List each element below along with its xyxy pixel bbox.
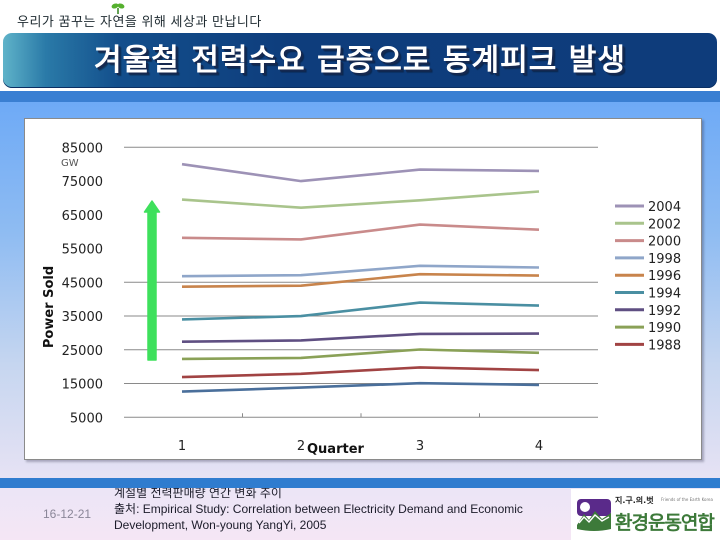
y-tick-label: 15000	[62, 378, 103, 393]
green-up-arrow-icon	[143, 200, 161, 361]
x-tick-label: 4	[535, 439, 543, 454]
legend-item: 1992	[615, 304, 681, 319]
series-line-1996	[181, 272, 540, 288]
legend-label: 1994	[648, 287, 681, 302]
header-divider-band	[0, 91, 720, 102]
y-axis-title: Power Sold	[42, 266, 57, 348]
legend-label: 1992	[648, 304, 681, 319]
x-tick-label: 3	[416, 439, 424, 454]
logo-main-text: 환경운동연합	[615, 512, 715, 534]
logo-top-text: 지.구.의.벗	[615, 496, 654, 505]
logo-english-text: Friends of the Earth Korea	[661, 497, 713, 502]
legend-item: 1996	[615, 269, 681, 284]
legend-item: 2004	[615, 200, 681, 215]
legend-label: 1996	[648, 269, 681, 284]
page-title: 겨울철 전력수요 급증으로 동계피크 발생	[94, 43, 626, 78]
legend-item: 1990	[615, 321, 681, 336]
legend-item: 1988	[615, 338, 681, 353]
legend-label: 2004	[648, 200, 681, 215]
y-unit-label: GW	[61, 158, 79, 169]
legend-label: 1988	[648, 338, 681, 353]
legend-item: 2002	[615, 217, 681, 232]
y-tick-label: 35000	[62, 310, 103, 325]
y-tick-label: 55000	[62, 243, 103, 258]
source-caption: 계절별 전력판매량 연간 변화 추이 출처: Empirical Study: …	[114, 485, 523, 533]
slide-date: 16-12-21	[43, 507, 92, 521]
y-tick-label: 65000	[62, 209, 103, 224]
mountain-logo-icon	[577, 499, 611, 531]
organization-logo: 지.구.의.벗 Friends of the Earth Korea 환경운동연…	[571, 489, 720, 540]
series-line-2002	[181, 190, 540, 209]
legend-item: 1994	[615, 287, 681, 302]
x-tick-label: 1	[178, 439, 186, 454]
series-line-1990	[181, 348, 540, 361]
legend-item: 2000	[615, 235, 681, 250]
legend-label: 1998	[648, 252, 681, 267]
y-tick-label: 45000	[62, 276, 103, 291]
y-tick-label: 85000	[62, 141, 103, 156]
series-lines	[181, 162, 540, 393]
y-tick-label: 5000	[70, 411, 103, 426]
x-axis-labels: 1 2 3 4 Quarter	[178, 439, 543, 457]
legend-label: 1990	[648, 321, 681, 336]
y-tick-label: 75000	[62, 175, 103, 190]
legend-label: 2000	[648, 235, 681, 250]
legend: 2004 2002 2000 1998 1996 1994 1992 1990 1988	[615, 200, 681, 353]
tagline: 우리가 꿈꾸는 자연을 위해 세상과 만납니다	[17, 14, 262, 29]
series-line-2000	[181, 223, 540, 241]
series-line-1988	[181, 366, 540, 379]
legend-item: 1998	[615, 252, 681, 267]
series-line-1994	[181, 301, 540, 321]
series-line-unlabeled	[181, 381, 540, 393]
series-line-1992	[181, 332, 540, 343]
title-bar: 겨울철 전력수요 급증으로 동계피크 발생	[3, 33, 717, 88]
caption-line: 계절별 전력판매량 연간 변화 추이	[114, 486, 282, 500]
sprout-icon	[111, 3, 125, 14]
series-line-1998	[181, 264, 540, 278]
series-line-2004	[181, 162, 540, 183]
x-tick-label: 2	[297, 439, 305, 454]
caption-line: Development, Won-young YangYi, 2005	[114, 518, 327, 532]
x-axis-title: Quarter	[307, 442, 365, 457]
footer-divider-band	[0, 478, 720, 488]
y-axis-labels: 85000 75000 65000 55000 45000 35000 25000 15000…	[42, 141, 103, 426]
y-tick-label: 25000	[62, 344, 103, 359]
caption-line: 출처: Empirical Study: Correlation between…	[114, 502, 523, 516]
legend-label: 2002	[648, 217, 681, 232]
